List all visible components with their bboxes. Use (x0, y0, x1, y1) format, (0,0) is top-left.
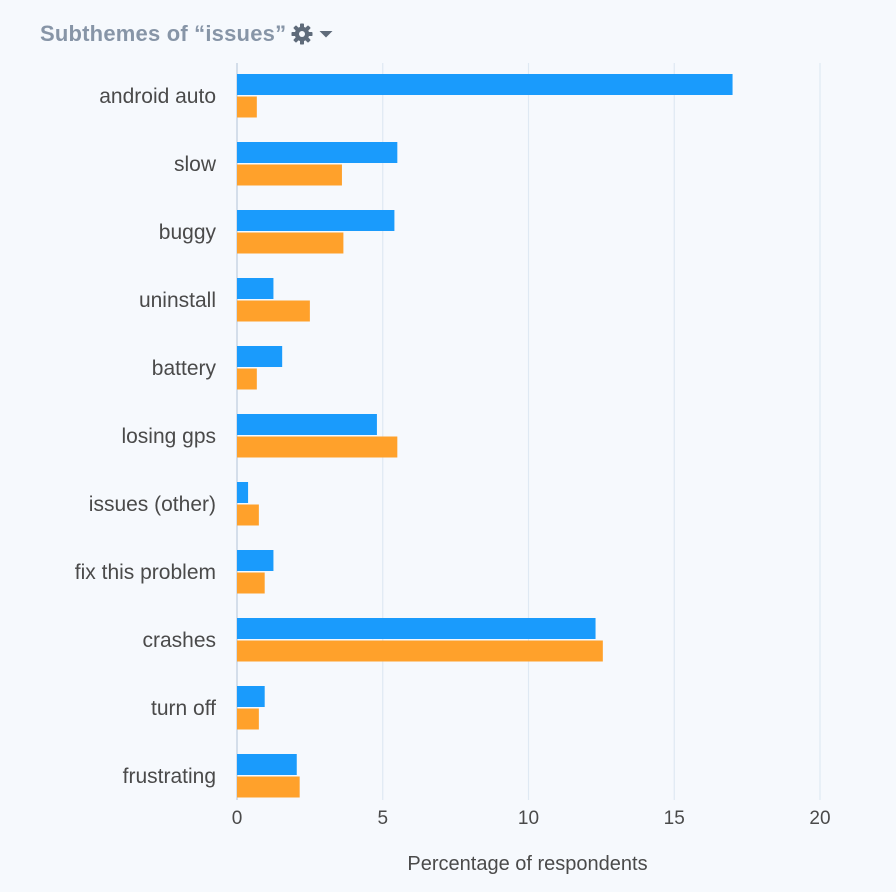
bars (237, 74, 733, 798)
category-label: crashes (142, 629, 216, 652)
category-label: buggy (159, 221, 217, 244)
bar-frustrating-series-1[interactable] (237, 754, 297, 775)
bar-battery-series-1[interactable] (237, 346, 283, 367)
bar-turn-off-series-1[interactable] (237, 686, 265, 707)
bar-losing-gps-series-2[interactable] (237, 436, 398, 458)
x-tick-label: 20 (809, 808, 830, 829)
x-axis-ticks: 0 5 10 15 20 (232, 808, 831, 829)
subtheme-dropdown[interactable]: Subthemes of “issues” (40, 18, 334, 50)
gridlines (236, 63, 821, 800)
category-label: losing gps (121, 425, 216, 448)
category-label: turn off (151, 697, 216, 720)
chart-title: Subthemes of “issues” (40, 21, 287, 46)
bar-android-auto-series-1[interactable] (237, 74, 733, 95)
bar-losing-gps-series-1[interactable] (237, 414, 377, 435)
x-tick-label: 0 (232, 808, 243, 829)
bar-uninstall-series-2[interactable] (237, 300, 310, 322)
x-axis-title: Percentage of respondents (407, 853, 647, 875)
bar-crashes-series-1[interactable] (237, 618, 596, 639)
bar-uninstall-series-1[interactable] (237, 278, 274, 299)
bar-buggy-series-2[interactable] (237, 232, 344, 254)
category-label: uninstall (139, 289, 216, 312)
bar-fix-this-problem-series-1[interactable] (237, 550, 274, 571)
category-label: issues (other) (89, 493, 216, 516)
x-tick-label: 10 (518, 808, 539, 829)
x-tick-label: 5 (377, 808, 388, 829)
bar-crashes-series-2[interactable] (237, 640, 603, 662)
caret-down-icon[interactable] (318, 26, 334, 42)
bar-frustrating-series-2[interactable] (237, 776, 300, 798)
bar-fix-this-problem-series-2[interactable] (237, 572, 265, 594)
category-label: frustrating (123, 765, 216, 788)
bar-issues-other--series-2[interactable] (237, 504, 259, 526)
bar-issues-other--series-1[interactable] (237, 482, 249, 503)
x-tick-label: 15 (664, 808, 685, 829)
category-labels: android auto slow buggy uninstall battery los… (75, 85, 217, 788)
bar-slow-series-1[interactable] (237, 142, 398, 163)
category-label: battery (152, 357, 217, 380)
bar-android-auto-series-2[interactable] (237, 96, 257, 118)
gear-icon[interactable] (290, 22, 314, 46)
category-label: fix this problem (75, 561, 216, 584)
category-label: slow (174, 153, 217, 176)
bar-slow-series-2[interactable] (237, 164, 342, 186)
bar-battery-series-2[interactable] (237, 368, 257, 390)
category-label: android auto (99, 85, 216, 108)
bar-turn-off-series-2[interactable] (237, 708, 259, 730)
bar-buggy-series-1[interactable] (237, 210, 395, 231)
